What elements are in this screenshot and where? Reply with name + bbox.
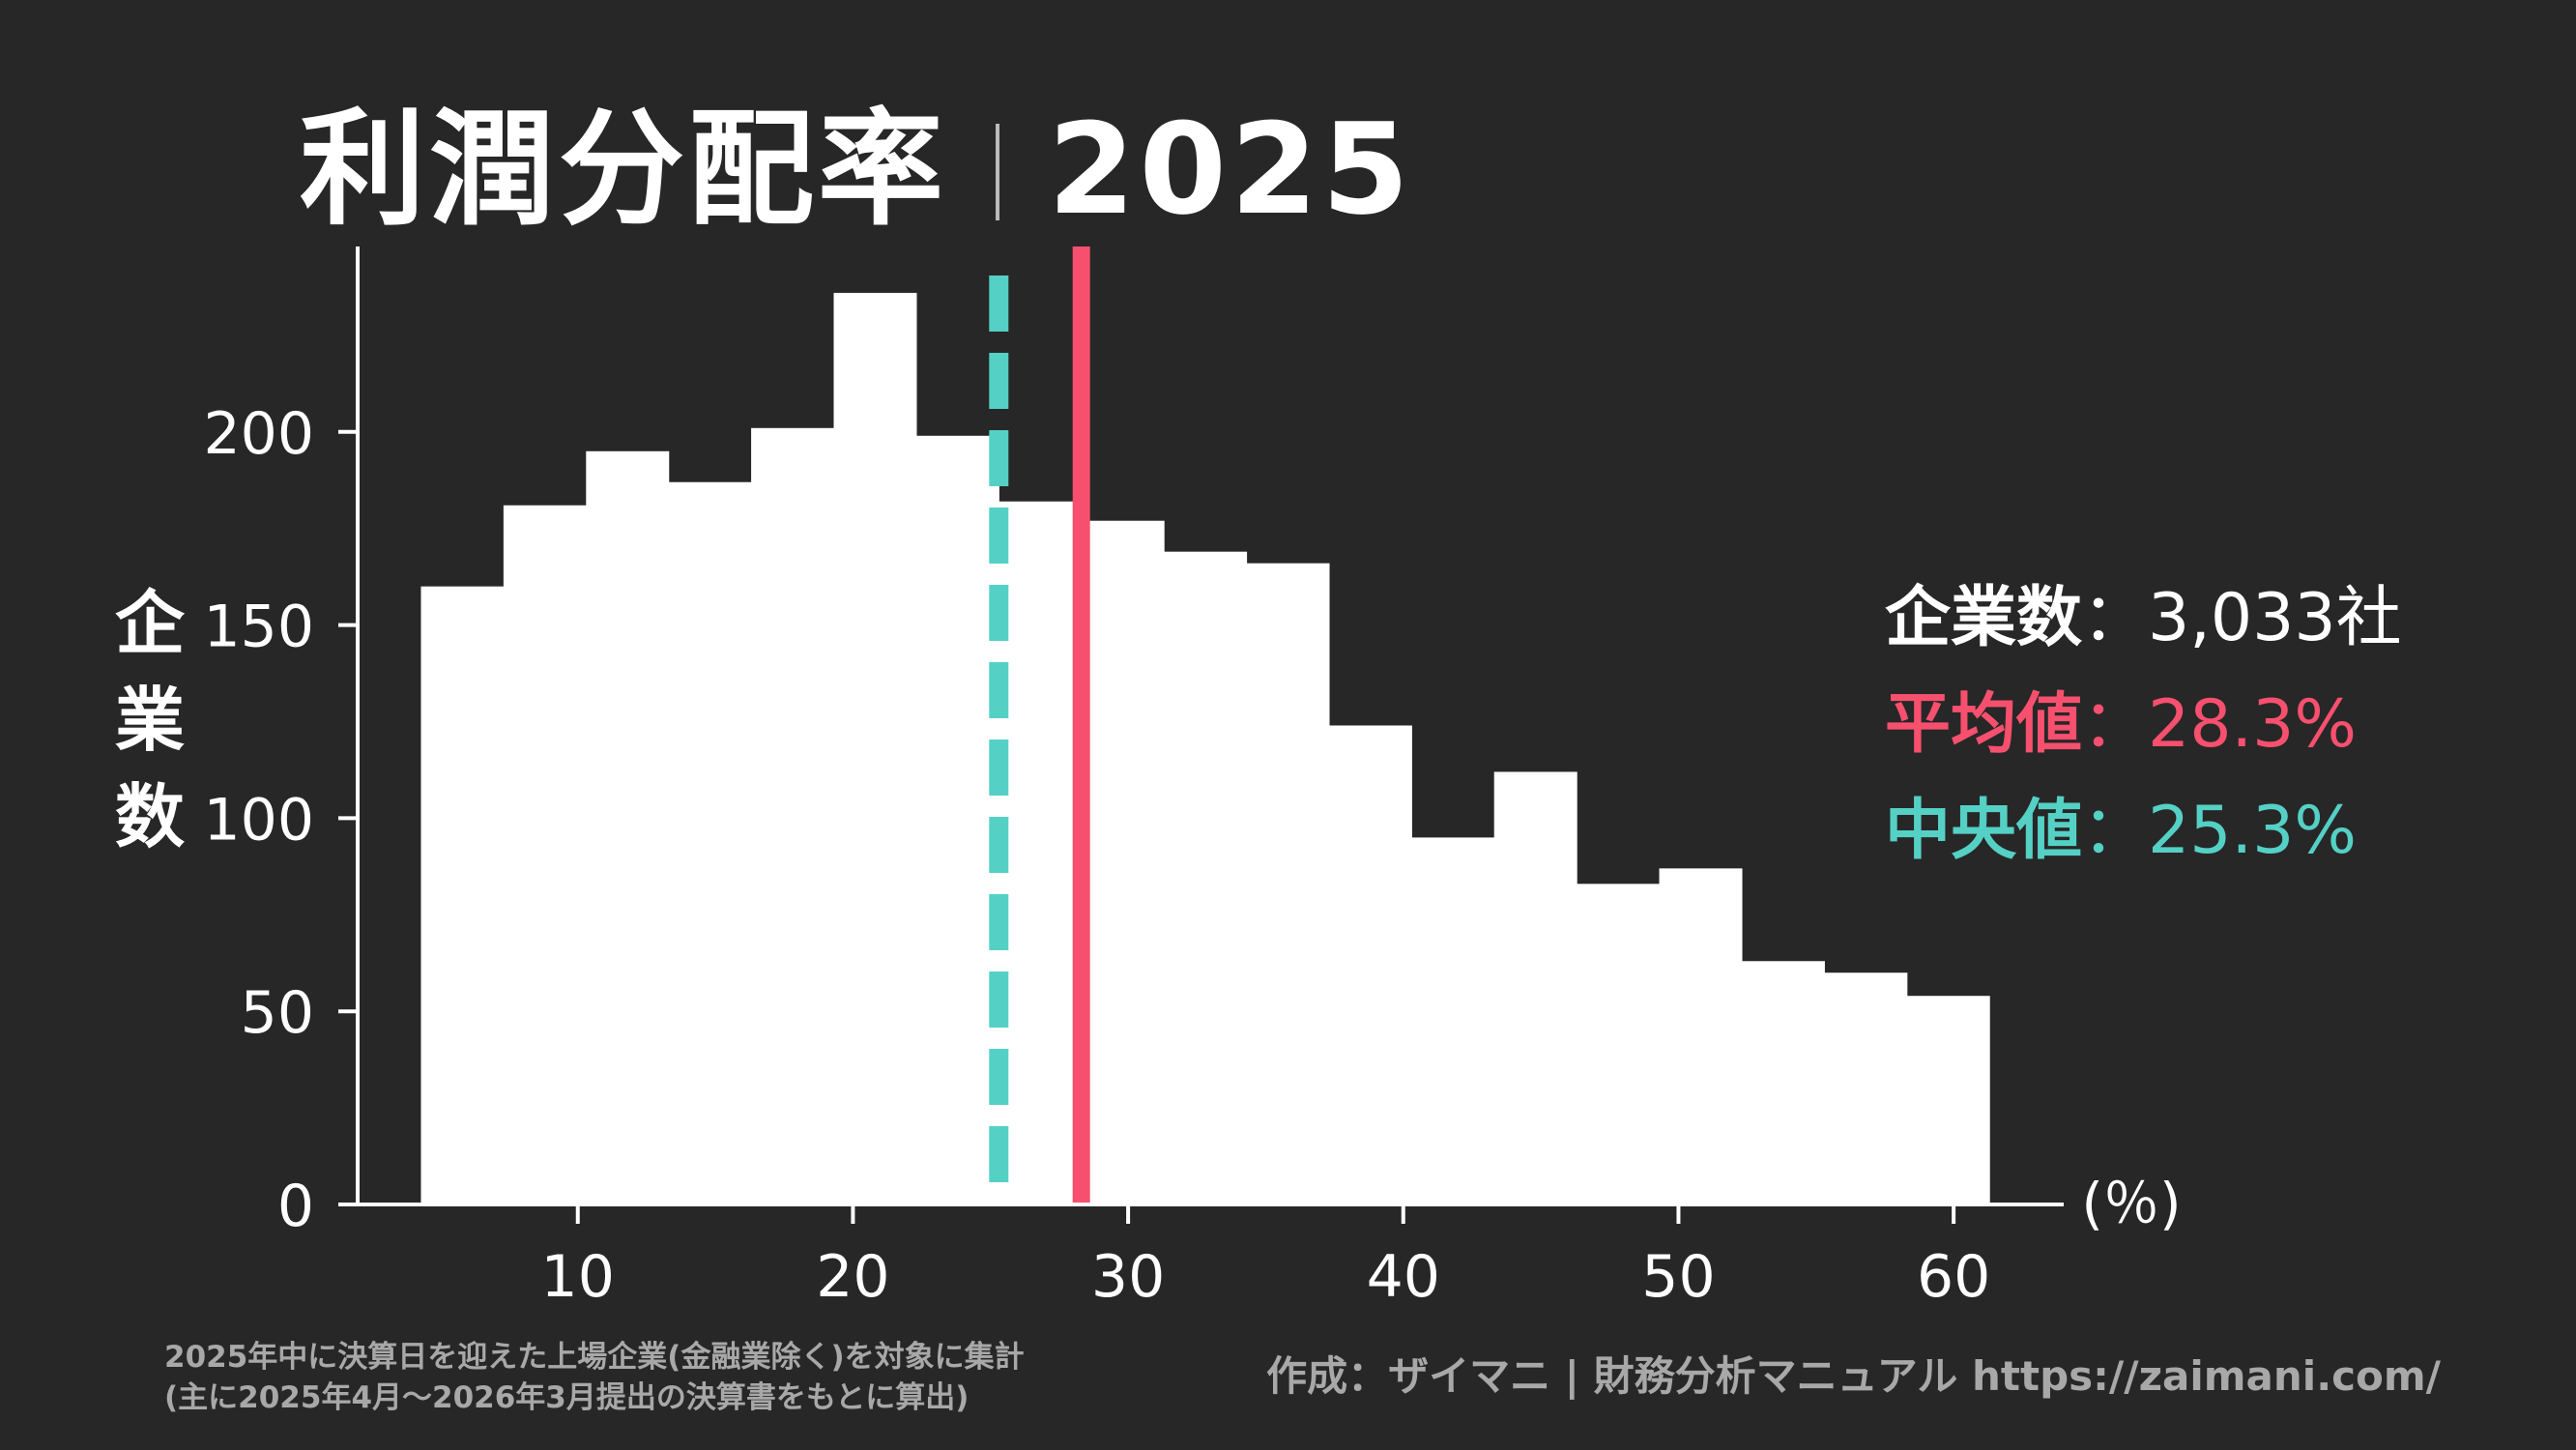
x-axis-unit: (％): [2081, 1171, 2181, 1236]
title-main: 利潤分配率: [300, 96, 948, 243]
stat-median-value: ：25.3%: [2082, 793, 2358, 869]
x-tick-label: 50: [1641, 1243, 1715, 1311]
footnote: 2025年中に決算日を迎えた上場企業(金融業除く)を対象に集計 (主に2025年…: [164, 1337, 1025, 1418]
footnote-line: 2025年中に決算日を迎えた上場企業(金融業除く)を対象に集計: [164, 1340, 1025, 1375]
x-tick-label: 30: [1091, 1243, 1165, 1311]
reference-lines-layer: [989, 246, 1090, 1204]
histogram-bar-18: [1824, 972, 1908, 1204]
histogram-bar-3: [586, 450, 670, 1205]
title-year: 2025: [1048, 96, 1413, 243]
y-axis-label: 企 業 数: [106, 575, 193, 865]
histogram-bar-11: [1246, 563, 1330, 1204]
axes-layer: [338, 246, 2064, 1206]
credit-text: 作成：ザイマニ | 財務分析マニュアル https://zaimani.com/: [1266, 1352, 2441, 1400]
histogram-bar-13: [1411, 837, 1495, 1204]
histogram-bar-7: [915, 435, 999, 1204]
x-tick-label: 40: [1367, 1243, 1440, 1311]
stat-mean-value: ：28.3%: [2082, 686, 2358, 763]
histogram-bar-1: [420, 586, 505, 1204]
histogram-bar-4: [668, 481, 752, 1204]
y-axis-label-char: 企: [114, 583, 185, 664]
bars-layer: [420, 292, 1990, 1205]
y-tick-label: 0: [277, 1173, 314, 1240]
stat-count: 企業数：3,033社: [1885, 566, 2402, 672]
y-axis-label-char: 業: [114, 680, 185, 761]
histogram-bar-14: [1493, 771, 1577, 1204]
histogram-bar-17: [1741, 961, 1825, 1204]
histogram-bar-2: [503, 505, 587, 1204]
stat-mean: 平均値：28.3%: [1885, 672, 2402, 778]
chart-title: 利潤分配率 2025: [300, 68, 1413, 249]
y-tick-label: 150: [203, 594, 314, 661]
stat-count-label: 企業数: [1885, 580, 2083, 656]
x-tick-label: 20: [816, 1243, 889, 1311]
y-tick-label: 100: [203, 786, 314, 854]
stat-count-value: ：3,033社: [2082, 580, 2402, 656]
tick-labels-layer: 0 50 100 150 200 10 20 30 40 50 60: [203, 400, 1990, 1311]
stat-median: 中央値：25.3%: [1885, 778, 2402, 884]
histogram-bar-6: [833, 292, 917, 1204]
title-separator: [996, 124, 1000, 220]
stat-mean-label: 平均値: [1885, 686, 2083, 763]
footnote-line: (主に2025年4月～2026年3月提出の決算書をもとに算出): [164, 1380, 970, 1415]
histogram-bar-9: [1081, 520, 1165, 1204]
histogram-bar-10: [1164, 551, 1248, 1204]
histogram-bar-19: [1906, 996, 1990, 1204]
x-tick-label: 60: [1917, 1243, 1990, 1311]
histogram-bar-12: [1328, 725, 1412, 1204]
stats-panel: 企業数：3,033社 平均値：28.3% 中央値：25.3%: [1885, 566, 2402, 884]
histogram-bar-16: [1659, 868, 1743, 1204]
histogram-bar-5: [751, 427, 835, 1204]
y-axis-label-char: 数: [114, 776, 185, 857]
y-tick-label: 50: [241, 979, 314, 1047]
histogram-bar-8: [999, 501, 1083, 1204]
stat-median-label: 中央値: [1885, 793, 2083, 869]
x-tick-label: 10: [541, 1243, 615, 1311]
histogram-bar-15: [1577, 884, 1661, 1204]
y-tick-label: 200: [203, 400, 314, 468]
